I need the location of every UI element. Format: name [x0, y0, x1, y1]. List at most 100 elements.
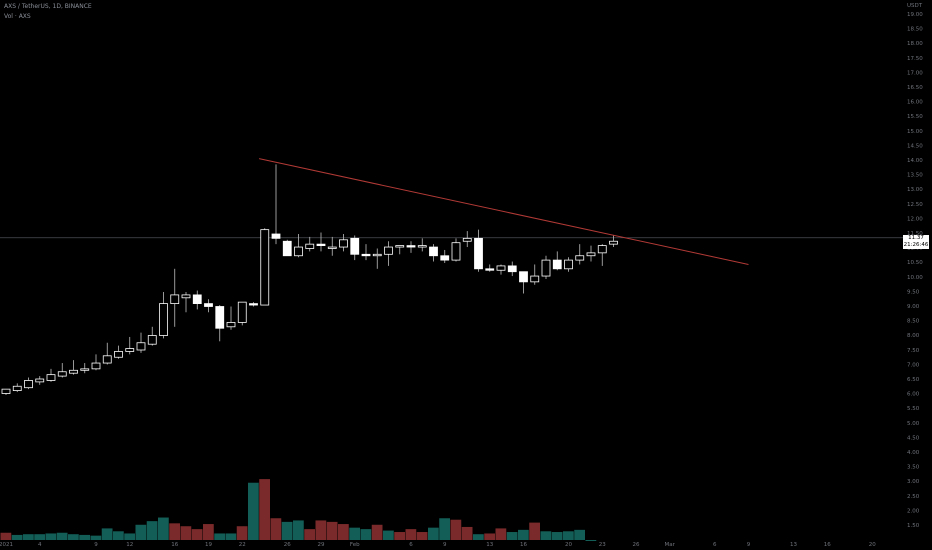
trendline[interactable]: [259, 158, 749, 265]
time-tick-label: 13: [486, 542, 493, 548]
price-tick-label: 5.00: [907, 421, 920, 427]
volume-bar: [90, 535, 102, 540]
candle-body: [147, 335, 157, 345]
volume-bar: [259, 479, 270, 540]
volume-bar: [135, 524, 147, 540]
volume-bar: [270, 518, 282, 540]
candle-body: [361, 253, 371, 257]
volume-bar: [293, 520, 304, 540]
volume-bar: [416, 532, 428, 540]
price-tick-label: 14.50: [907, 143, 923, 149]
time-tick-label: 16: [171, 542, 178, 548]
volume-bar: [0, 532, 12, 540]
time-tick-label: 22: [239, 542, 246, 548]
price-tick-label: 9.00: [907, 304, 920, 310]
candle-body: [384, 246, 393, 255]
price-tick-label: 4.50: [907, 435, 920, 441]
volume-bar: [326, 521, 338, 540]
price-tick-label: 3.00: [907, 479, 920, 485]
volume-bar: [360, 529, 372, 540]
candle-body: [519, 271, 528, 283]
candlestick-series: [1, 164, 618, 395]
time-tick-label: 26: [284, 542, 291, 548]
candle-body: [530, 275, 540, 283]
volume-bar: [281, 521, 293, 540]
volume-bar: [180, 526, 192, 540]
price-tick-label: 6.00: [907, 392, 920, 398]
candle-body: [541, 259, 551, 277]
volume-bar: [405, 529, 417, 540]
volume-bar: [101, 528, 113, 540]
candle-body: [271, 233, 281, 239]
volume-bar: [495, 528, 507, 540]
volume-bar: [473, 534, 484, 540]
price-tick-label: 19.00: [907, 12, 923, 18]
volume-bar: [383, 530, 394, 540]
bar-countdown: 21:26:46: [903, 242, 929, 248]
candle-body: [564, 259, 573, 270]
price-tick-label: 11.50: [907, 231, 923, 237]
volume-bar: [338, 524, 349, 540]
time-tick-label: 6: [713, 542, 717, 548]
time-tick-label: Mar: [665, 542, 676, 548]
price-tick-label: 14.00: [907, 158, 923, 164]
price-tick-label: 10.00: [907, 275, 923, 281]
volume-bar: [225, 533, 237, 540]
candle-body: [114, 351, 123, 358]
candle-body: [429, 246, 438, 257]
price-tick-label: 6.50: [907, 377, 920, 383]
candle-body: [462, 237, 472, 242]
volume-bar: [248, 482, 259, 540]
candle-body: [282, 240, 292, 257]
price-tick-label: 16.00: [907, 100, 923, 106]
candle-body: [485, 268, 495, 271]
candle-body: [417, 245, 427, 248]
price-tick-label: 2.50: [907, 494, 920, 500]
price-tick-label: 12.00: [907, 216, 923, 222]
price-axis: 19.00 18.50 18.00 17.50 17.00 16.50 16.00 15.50…: [907, 3, 923, 529]
time-tick-label: 9: [94, 542, 98, 548]
symbol-legend[interactable]: AXS / TetherUS, 1D, BINANCE: [4, 3, 92, 10]
candle-body: [159, 303, 168, 336]
volume-bar: [529, 522, 540, 540]
candle-body: [249, 303, 258, 306]
price-tick-label: 13.00: [907, 187, 923, 193]
volume-bar: [585, 540, 597, 541]
time-tick-label: 19: [205, 542, 212, 548]
candle-body: [215, 306, 225, 329]
volume-bar: [45, 533, 57, 540]
volume-bar: [506, 532, 518, 540]
candle-body: [575, 255, 585, 261]
candle-body: [204, 303, 213, 307]
candle-body: [451, 242, 461, 261]
price-tick-label: 10.50: [907, 260, 923, 266]
price-tick-label: 18.50: [907, 27, 923, 33]
volume-bar: [540, 531, 552, 540]
candle-body: [136, 342, 146, 351]
candle-body: [192, 294, 202, 304]
price-tick-label: 15.50: [907, 114, 923, 120]
price-tick-label: 17.00: [907, 70, 923, 76]
candle-body: [339, 239, 348, 248]
time-tick-label: 9: [747, 542, 751, 548]
volume-bar: [146, 521, 158, 540]
time-axis: 2021 4 9 12 16 19 22 26 29 Feb 6 9 13 16 20 23 26 Mar 6 9 13…: [0, 542, 876, 548]
price-tick-label: 4.00: [907, 450, 920, 456]
candle-body: [80, 368, 90, 371]
candle-body: [12, 385, 22, 391]
volume-legend[interactable]: Vol · AXS: [4, 13, 31, 20]
time-tick-label: 12: [126, 542, 133, 548]
candle-body: [395, 245, 405, 248]
time-tick-label: 2021: [0, 542, 13, 548]
volume-bar: [191, 529, 203, 540]
time-tick-label: 26: [633, 542, 640, 548]
price-tick-label: 3.50: [907, 465, 920, 471]
candle-body: [440, 255, 450, 261]
volume-bar: [518, 529, 529, 540]
candle-body: [609, 240, 618, 245]
volume-bar: [169, 523, 180, 540]
volume-bar: [236, 526, 248, 540]
volume-bar: [371, 524, 383, 540]
candle-body: [91, 362, 101, 370]
